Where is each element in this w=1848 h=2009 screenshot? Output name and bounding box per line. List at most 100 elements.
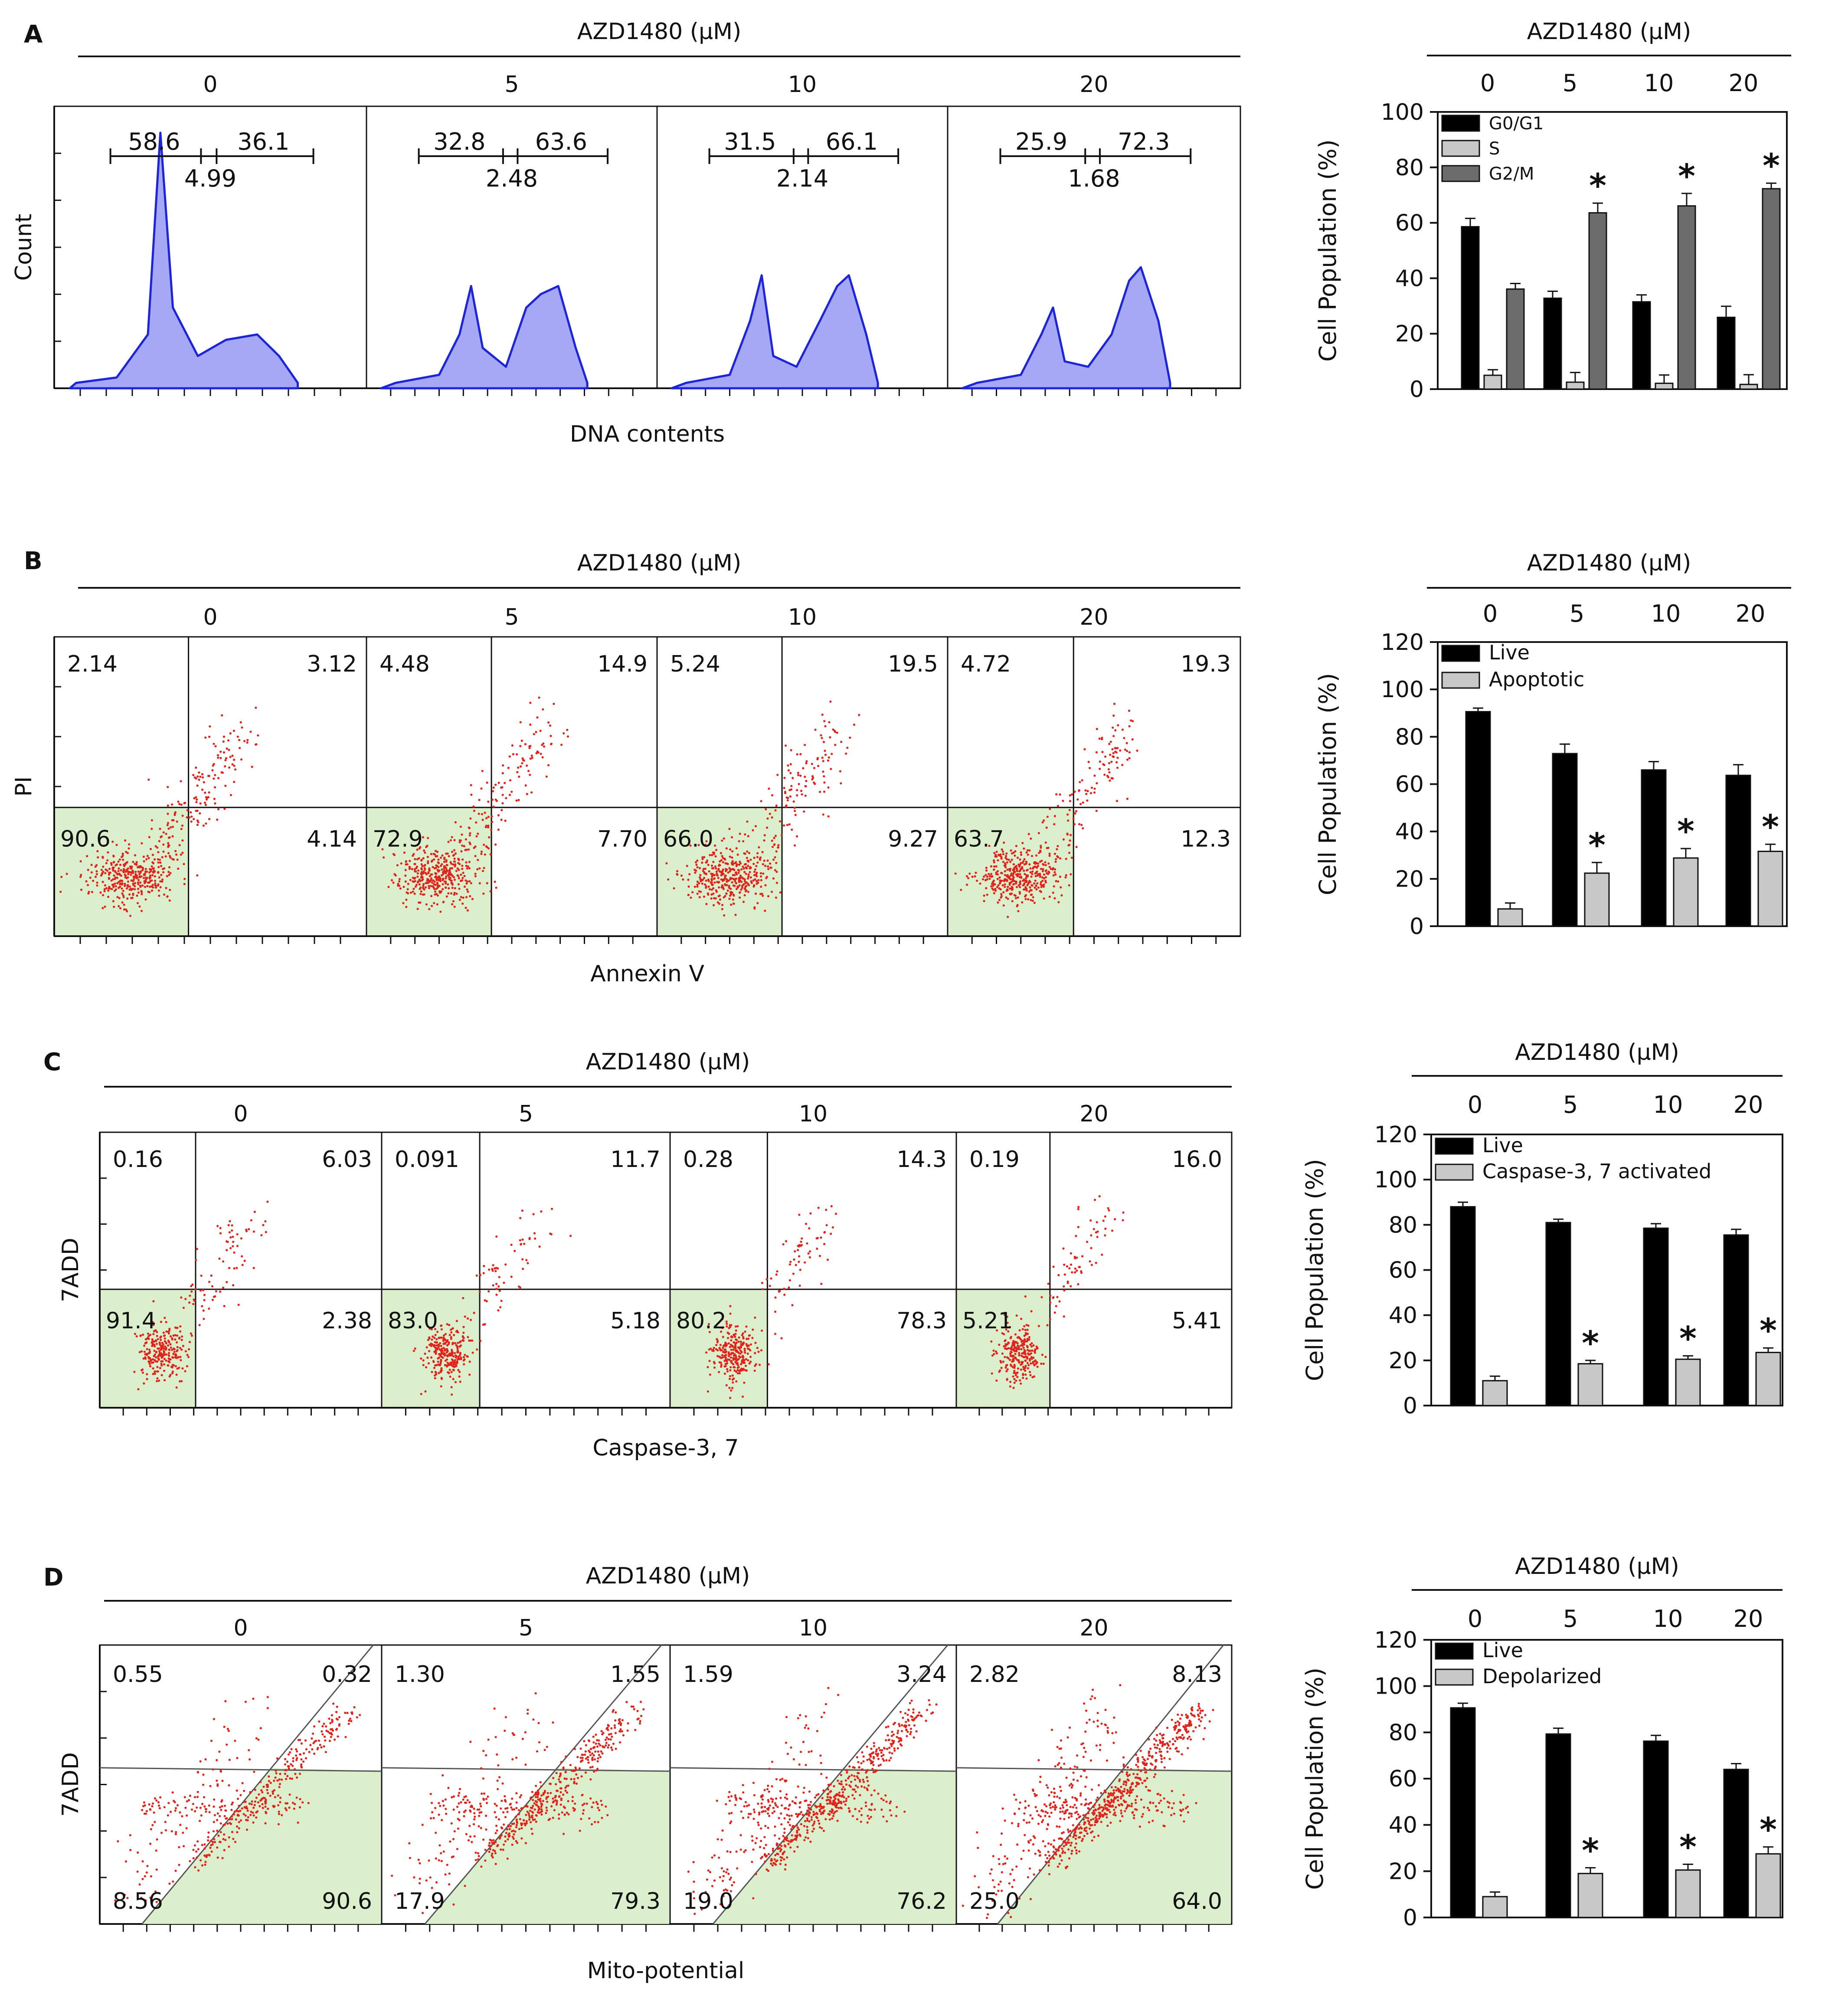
event-dot [453, 1366, 455, 1368]
event-dot [437, 876, 439, 879]
event-dot [230, 1815, 233, 1818]
event-dot [499, 1835, 501, 1838]
event-dot [232, 1813, 235, 1816]
event-dot [1004, 1339, 1007, 1342]
event-dot [519, 765, 522, 768]
event-dot [596, 1803, 599, 1806]
event-dot [530, 1828, 533, 1830]
legend-label: Live [1482, 1134, 1523, 1157]
dose-header: AZD1480 (μM) [1527, 19, 1691, 45]
event-dot [799, 753, 802, 755]
event-dot [539, 1781, 542, 1783]
event-dot [636, 1710, 639, 1712]
event-dot [527, 1812, 530, 1815]
event-dot [285, 1809, 288, 1812]
event-dot [1124, 748, 1126, 751]
event-dot [323, 1745, 325, 1748]
event-dot [711, 1349, 713, 1352]
event-dot [170, 1810, 172, 1813]
event-dot [1034, 886, 1036, 889]
bar-s [1483, 374, 1502, 390]
event-dot [740, 1351, 743, 1354]
event-dot [797, 1249, 799, 1252]
event-dot [167, 852, 170, 855]
event-dot [572, 1807, 575, 1809]
event-dot [152, 1367, 154, 1370]
event-dot [208, 791, 210, 794]
event-dot [1020, 853, 1023, 856]
event-dot [754, 1352, 756, 1354]
event-dot [132, 892, 134, 895]
event-dot [171, 858, 174, 860]
event-dot [1126, 750, 1128, 752]
event-dot [149, 1365, 152, 1368]
event-dot [419, 846, 422, 849]
event-dot [448, 1363, 450, 1365]
event-dot [1010, 874, 1012, 877]
event-dot [412, 880, 414, 883]
event-dot [158, 1380, 160, 1382]
dose-label: 20 [1079, 1101, 1108, 1127]
event-dot [435, 1344, 438, 1347]
event-dot [199, 1760, 202, 1763]
event-dot [984, 879, 987, 882]
event-dot [1016, 1376, 1019, 1378]
event-dot [461, 865, 464, 867]
event-dot [682, 878, 684, 881]
event-dot [771, 891, 773, 893]
event-dot [605, 1805, 607, 1808]
event-dot [564, 1771, 567, 1773]
legend-label: G0/G1 [1489, 114, 1544, 134]
event-dot [599, 1756, 602, 1758]
event-dot [1019, 880, 1022, 883]
event-dot [221, 771, 224, 774]
event-dot [1020, 1348, 1023, 1350]
event-dot [741, 1360, 743, 1362]
event-dot [462, 1359, 465, 1362]
event-dot [1035, 862, 1038, 865]
event-dot [207, 796, 209, 799]
event-dot [800, 790, 803, 792]
event-dot [1055, 880, 1057, 882]
event-dot [188, 1348, 190, 1350]
event-dot [990, 1340, 993, 1343]
event-dot [720, 1361, 722, 1364]
event-dot [1034, 865, 1036, 868]
event-dot [147, 857, 150, 859]
event-dot [181, 1815, 183, 1818]
event-dot [707, 885, 710, 888]
event-dot [190, 820, 193, 823]
event-dot [218, 1257, 221, 1260]
event-dot [276, 1779, 279, 1782]
histogram-area [671, 274, 879, 390]
event-dot [224, 1805, 226, 1807]
event-dot [201, 1864, 204, 1867]
event-dot [1003, 1345, 1005, 1347]
event-dot [167, 813, 169, 815]
event-dot [716, 1339, 719, 1342]
event-dot [469, 1319, 472, 1321]
event-dot [174, 1807, 177, 1809]
event-dot [742, 883, 745, 885]
event-dot [284, 1807, 287, 1809]
event-dot [209, 725, 211, 728]
event-dot [481, 870, 484, 872]
event-dot [284, 1763, 287, 1766]
event-dot [235, 1809, 238, 1812]
event-dot [142, 1805, 145, 1807]
event-dot [141, 884, 144, 887]
event-dot [171, 826, 174, 828]
category-label: 5 [1563, 69, 1577, 97]
event-dot [1007, 885, 1009, 888]
event-dot [1116, 800, 1119, 802]
event-dot [460, 896, 462, 898]
event-dot [792, 1272, 795, 1275]
event-dot [818, 1255, 821, 1257]
event-dot [709, 854, 711, 856]
event-dot [217, 1834, 220, 1837]
event-dot [1040, 846, 1042, 849]
event-dot [428, 908, 431, 911]
event-dot [687, 878, 690, 881]
event-dot [123, 904, 125, 906]
event-dot [451, 836, 453, 839]
